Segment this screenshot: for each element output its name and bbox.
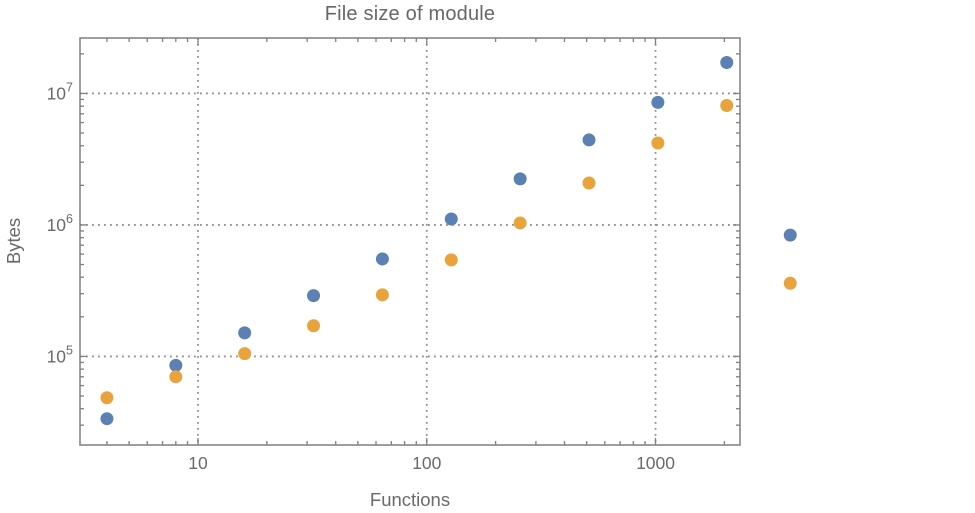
data-point-blue-series (651, 95, 665, 109)
data-point-orange-series (238, 347, 252, 361)
y-tick-label-10^7: 107 (47, 80, 73, 103)
data-point-blue-series (582, 133, 596, 147)
data-point-blue-series (513, 172, 527, 186)
data-point-orange-series (783, 276, 797, 290)
y-tick-label-10^6: 106 (47, 212, 73, 235)
data-point-orange-series (100, 391, 114, 405)
data-point-blue-series (720, 55, 734, 69)
data-point-blue-series (238, 326, 252, 340)
data-point-orange-series (169, 370, 183, 384)
data-point-orange-series (444, 253, 458, 267)
x-tick-label-10: 10 (188, 453, 208, 473)
data-point-blue-series (169, 358, 183, 372)
chart-title: File size of module (324, 3, 496, 25)
data-point-blue-series (375, 252, 389, 266)
y-tick-label-10^5: 105 (47, 343, 73, 366)
y-axis-label: Bytes (3, 217, 24, 265)
plot-frame (79, 37, 741, 446)
x-tick-label-100: 100 (412, 453, 441, 473)
x-axis-label: Functions (369, 489, 451, 510)
data-point-blue-series (307, 289, 321, 303)
data-point-blue-series (783, 228, 797, 242)
data-point-blue-series (444, 212, 458, 226)
data-point-orange-series (513, 216, 527, 230)
data-point-orange-series (582, 176, 596, 190)
data-point-orange-series (307, 319, 321, 333)
x-tick-label-1000: 1000 (636, 453, 675, 473)
data-point-orange-series (651, 136, 665, 150)
data-point-blue-series (100, 412, 114, 426)
data-point-orange-series (375, 288, 389, 302)
data-point-orange-series (720, 98, 734, 112)
